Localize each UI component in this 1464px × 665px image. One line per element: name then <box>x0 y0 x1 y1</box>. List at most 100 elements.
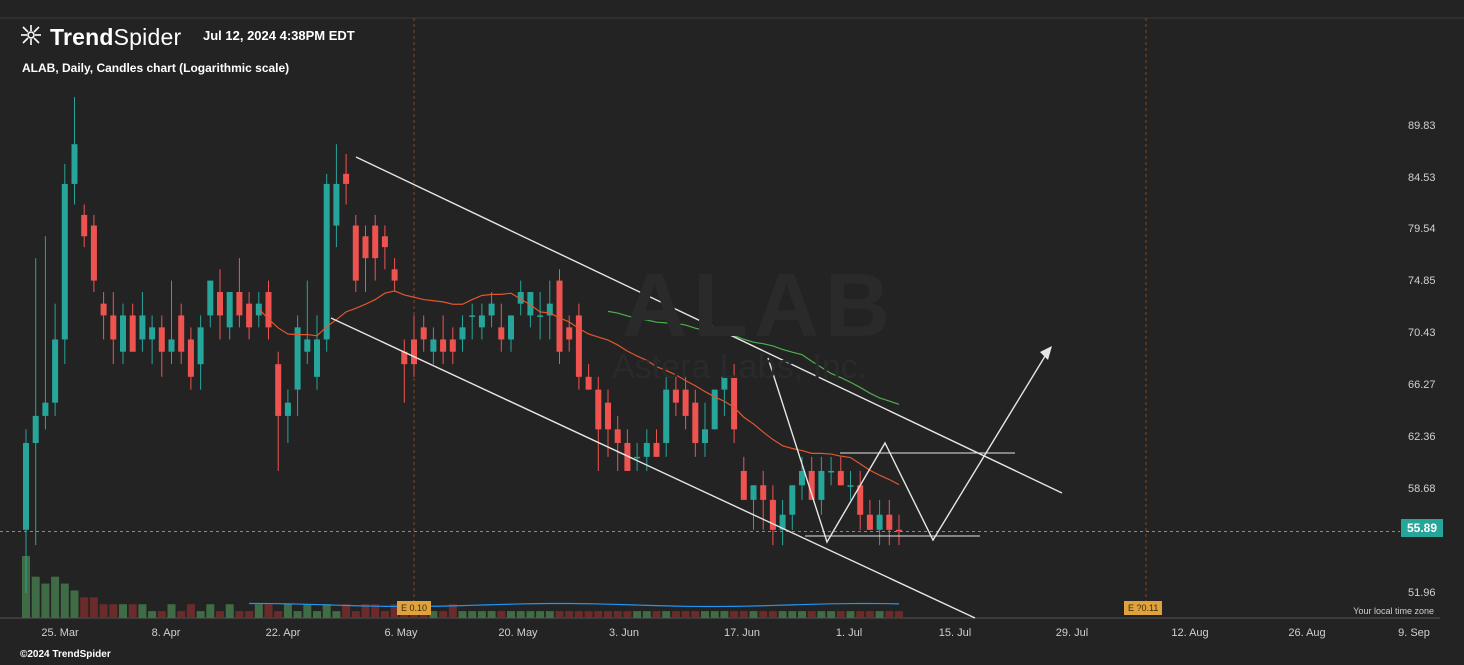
volume-bar <box>254 604 263 618</box>
candle-body <box>226 292 233 328</box>
volume-bar <box>380 611 389 618</box>
candle-body <box>158 327 165 352</box>
volume-bar <box>487 611 496 618</box>
y-axis-tick: 58.68 <box>1408 482 1436 495</box>
volume-bar <box>507 611 515 618</box>
earnings-badge[interactable]: E 0.10 <box>397 601 432 615</box>
volume-bar <box>691 611 700 618</box>
x-axis-tick: 8. Apr <box>151 627 181 639</box>
volume-bar <box>41 583 50 618</box>
candle-body <box>789 485 796 515</box>
candle-body <box>459 327 466 340</box>
candle-body <box>42 402 49 416</box>
x-axis-tick: 1. Jul <box>835 627 863 639</box>
candle-body <box>411 339 417 365</box>
candle-body <box>246 303 253 328</box>
candle-body <box>692 402 699 443</box>
candle-body <box>391 269 398 281</box>
candle-body <box>197 327 204 365</box>
candle-body <box>828 470 835 473</box>
candle-body <box>575 315 582 377</box>
candle-body <box>284 402 291 416</box>
volume-bar <box>604 611 612 618</box>
x-axis-tick: 3. Jun <box>609 627 639 639</box>
symbol-watermark: ALAB <box>622 256 896 356</box>
volume-bar <box>574 611 583 618</box>
x-axis-tick: 25. Mar <box>41 627 79 639</box>
candle-body <box>808 470 815 500</box>
volume-bar <box>89 597 98 618</box>
volume-bar <box>817 611 826 618</box>
candle-body <box>643 442 650 457</box>
candle-body <box>323 183 330 340</box>
candle-body <box>847 485 854 487</box>
candle-body <box>139 315 146 340</box>
candle-body <box>857 485 864 515</box>
volume-bar <box>70 590 79 618</box>
candle-body <box>314 339 320 377</box>
y-axis-tick: 66.27 <box>1408 379 1436 392</box>
volume-bar <box>216 611 224 618</box>
volume-bar <box>468 611 477 618</box>
candle-body <box>207 280 214 316</box>
candle-body <box>81 214 88 237</box>
volume-bar <box>283 604 292 618</box>
volume-bar <box>477 611 486 618</box>
candle-body <box>178 315 185 352</box>
candle-body <box>750 485 757 500</box>
x-axis-tick: 12. Aug <box>1171 627 1209 639</box>
logo-text-bold: Trend <box>50 24 114 50</box>
company-watermark: Astera Labs, Inc. <box>612 348 868 386</box>
moving-average-short <box>258 290 900 486</box>
candle-body <box>896 529 902 532</box>
candle-body <box>149 327 156 340</box>
y-axis-tick: 51.96 <box>1408 586 1436 599</box>
volume-bar <box>701 611 709 618</box>
volume-bar <box>390 604 399 618</box>
volume-bar <box>681 611 690 618</box>
candle-body <box>52 339 59 403</box>
volume-bar <box>565 611 574 618</box>
local-time-zone-label[interactable]: Your local time zone <box>1353 606 1434 616</box>
candle-body <box>886 514 893 530</box>
x-axis-tick: 17. Jun <box>723 627 761 639</box>
volume-bar <box>516 611 525 618</box>
volume-bar <box>458 611 467 618</box>
candle-body <box>478 315 485 328</box>
volume-bar <box>807 611 816 618</box>
volume-bar <box>80 597 89 618</box>
volume-bar <box>788 611 797 618</box>
candle-body <box>672 389 679 403</box>
volume-bar <box>60 583 69 618</box>
candle-body <box>866 514 873 530</box>
volume-bar <box>875 611 884 618</box>
channel-upper-line <box>355 156 1063 494</box>
candle-body <box>217 292 223 316</box>
volume-bar <box>342 604 351 618</box>
volume-ma-line <box>249 602 900 608</box>
candle-body <box>799 470 805 486</box>
volume-bar <box>720 611 729 618</box>
earnings-badge[interactable]: E ?0.11 <box>1124 601 1163 615</box>
candle-body <box>372 225 379 259</box>
volume-bar <box>865 611 874 618</box>
volume-bar <box>778 611 787 618</box>
logo-text-light: Spider <box>113 24 182 50</box>
volume-bar <box>293 611 302 618</box>
candle-body <box>634 456 641 459</box>
volume-bar <box>303 604 312 618</box>
candle-body <box>731 376 738 430</box>
candle-body <box>605 402 611 430</box>
candle-body <box>527 292 534 316</box>
candle-body <box>381 236 388 248</box>
volume-bar <box>157 611 166 618</box>
volume-bar <box>313 611 321 618</box>
volume-bar <box>827 611 836 618</box>
candle-body <box>129 315 136 352</box>
volume-bar <box>128 604 137 618</box>
candle-body <box>420 327 427 340</box>
candle-body <box>469 315 476 317</box>
candle-body <box>760 485 767 500</box>
candle-body <box>614 429 621 443</box>
